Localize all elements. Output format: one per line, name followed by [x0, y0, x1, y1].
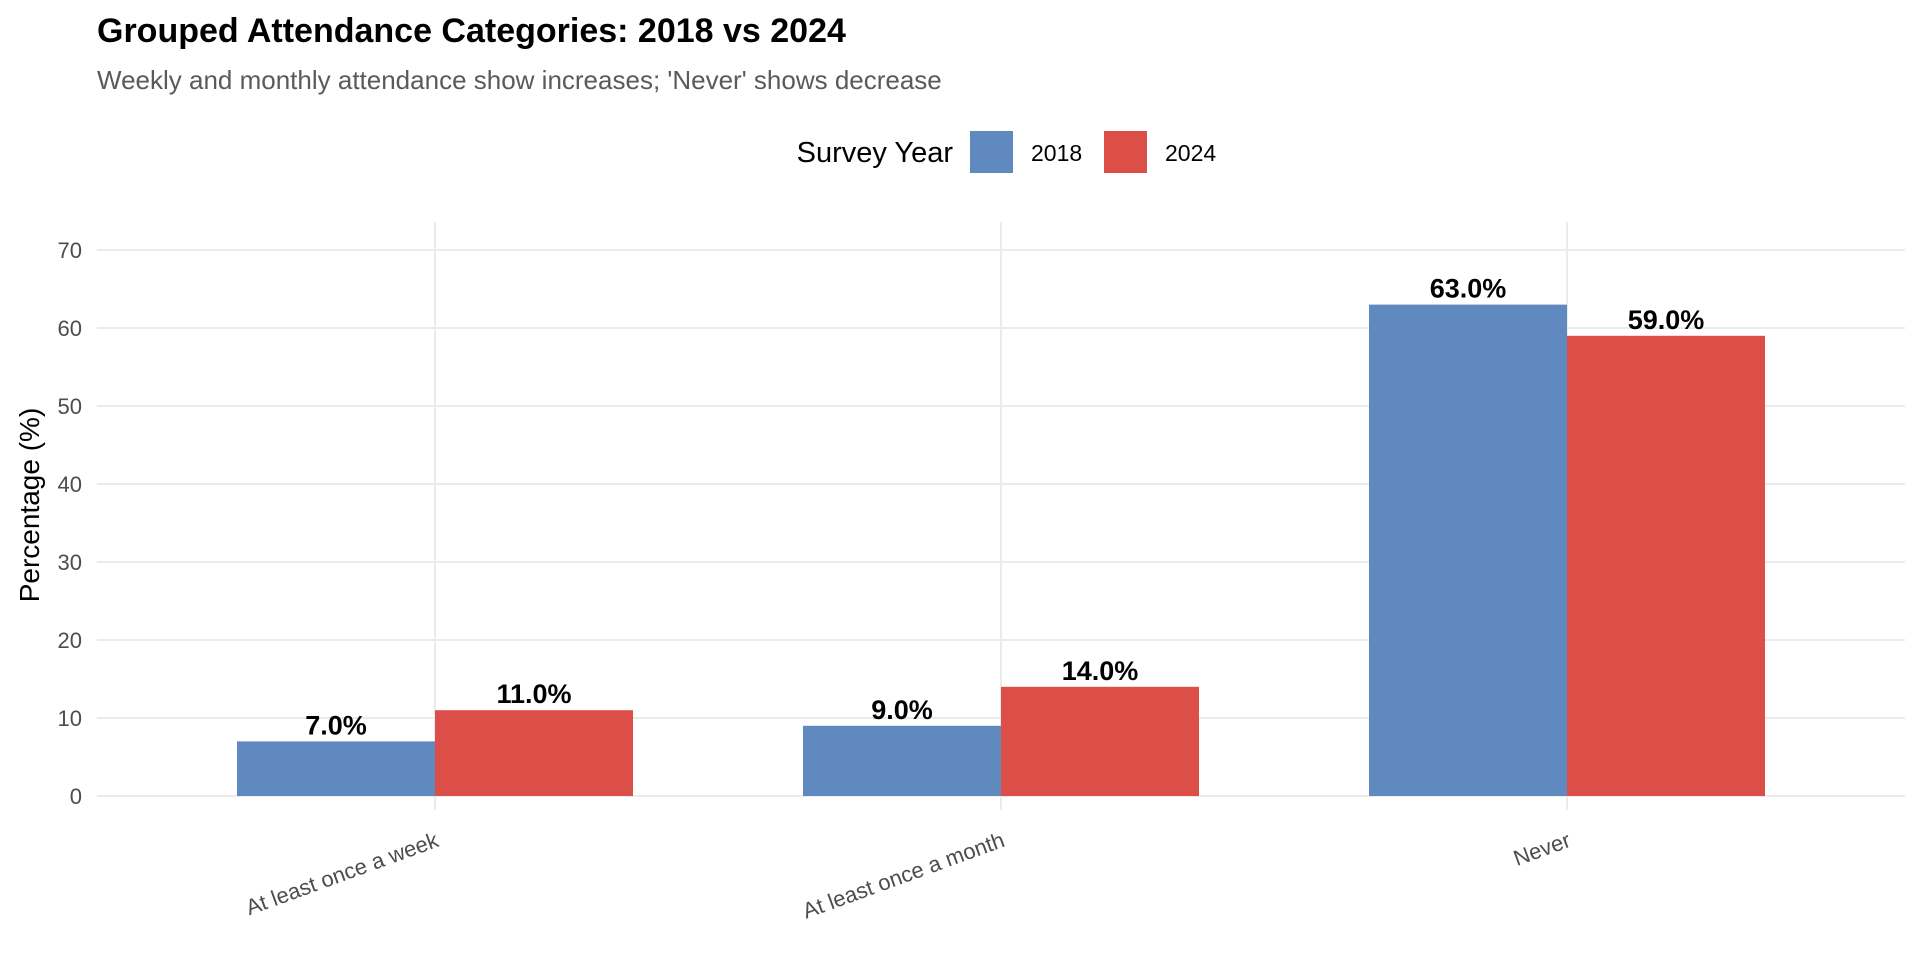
- y-tick-label: 20: [58, 628, 82, 653]
- data-label-2018-2: 9.0%: [871, 695, 933, 725]
- bar-2024-2: [1001, 686, 1199, 796]
- data-label-2024-1: 11.0%: [496, 679, 571, 709]
- y-tick-label: 60: [58, 316, 82, 341]
- bar-2024-1: [435, 710, 633, 796]
- data-labels: 7.0% 9.0% 63.0% 11.0% 14.0% 59.0%: [305, 274, 1704, 741]
- chart-subtitle: Weekly and monthly attendance show incre…: [97, 65, 942, 95]
- x-tick-label: Never: [1510, 827, 1574, 871]
- bar-2018-3: [1369, 304, 1567, 796]
- x-tick-label: At least once a month: [799, 827, 1008, 923]
- x-tick-label: At least once a week: [242, 827, 442, 920]
- legend-swatch-2024: [1104, 131, 1147, 173]
- bars: [237, 304, 1765, 796]
- y-tick-label: 50: [58, 394, 82, 419]
- legend-title: Survey Year: [797, 137, 954, 169]
- x-axis-ticks: At least once a week At least once a mont…: [242, 827, 1573, 924]
- bar-2024-3: [1567, 335, 1765, 796]
- legend-label-2018: 2018: [1031, 140, 1082, 166]
- legend-label-2024: 2024: [1165, 140, 1216, 166]
- bar-2018-1: [237, 741, 435, 796]
- y-axis-ticks: 0 10 20 30 40 50 60 70: [58, 238, 82, 809]
- y-tick-label: 30: [58, 550, 82, 575]
- y-tick-label: 70: [58, 238, 82, 263]
- data-label-2024-3: 59.0%: [1628, 305, 1705, 335]
- y-tick-label: 0: [70, 784, 82, 809]
- y-tick-label: 10: [58, 706, 82, 731]
- y-axis-title: Percentage (%): [14, 408, 45, 603]
- legend-swatch-2018: [970, 131, 1013, 173]
- chart-title: Grouped Attendance Categories: 2018 vs 2…: [97, 12, 846, 50]
- bar-2018-2: [803, 725, 1001, 796]
- data-label-2018-3: 63.0%: [1430, 274, 1507, 304]
- legend: Survey Year 2018 2024: [797, 131, 1216, 173]
- y-tick-label: 40: [58, 472, 82, 497]
- data-label-2024-2: 14.0%: [1062, 656, 1139, 686]
- data-label-2018-1: 7.0%: [305, 710, 367, 740]
